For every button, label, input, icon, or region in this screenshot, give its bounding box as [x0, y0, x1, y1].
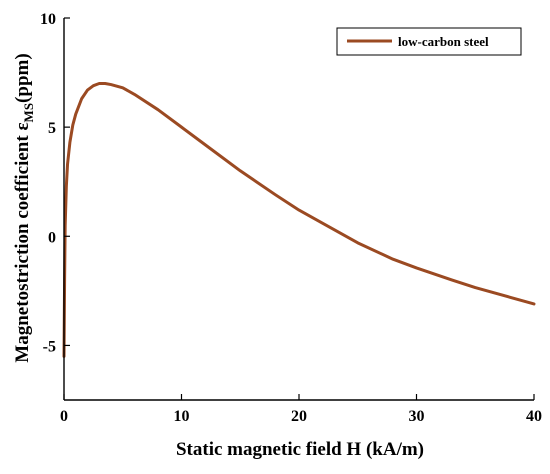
legend-label: low-carbon steel: [398, 34, 489, 49]
y-axis-title-prefix: Magnetostriction coefficient ε: [12, 122, 33, 362]
x-ticks: 0 10 20 30 40: [60, 394, 542, 425]
y-tick-label: 10: [40, 11, 56, 28]
y-axis-title: Magnetostriction coefficient εMS(ppm): [12, 53, 36, 362]
x-tick-label: 0: [60, 408, 68, 425]
y-tick-label: 0: [48, 229, 56, 246]
plot-area: [62, 81, 536, 358]
y-tick-label: 5: [48, 120, 56, 137]
y-tick-label: -5: [43, 338, 56, 355]
y-ticks: -5 0 5 10: [40, 11, 70, 355]
series-line-low-carbon-steel: [62, 81, 536, 358]
x-axis-title: Static magnetic field H (kA/m): [176, 439, 424, 460]
x-tick-label: 20: [291, 408, 307, 425]
x-tick-label: 30: [409, 408, 425, 425]
y-axis-title-subscript: MS: [21, 103, 36, 123]
legend: low-carbon steel: [336, 27, 522, 56]
x-tick-label: 10: [174, 408, 190, 425]
y-axis-title-suffix: (ppm): [12, 53, 33, 103]
x-tick-label: 40: [526, 408, 542, 425]
